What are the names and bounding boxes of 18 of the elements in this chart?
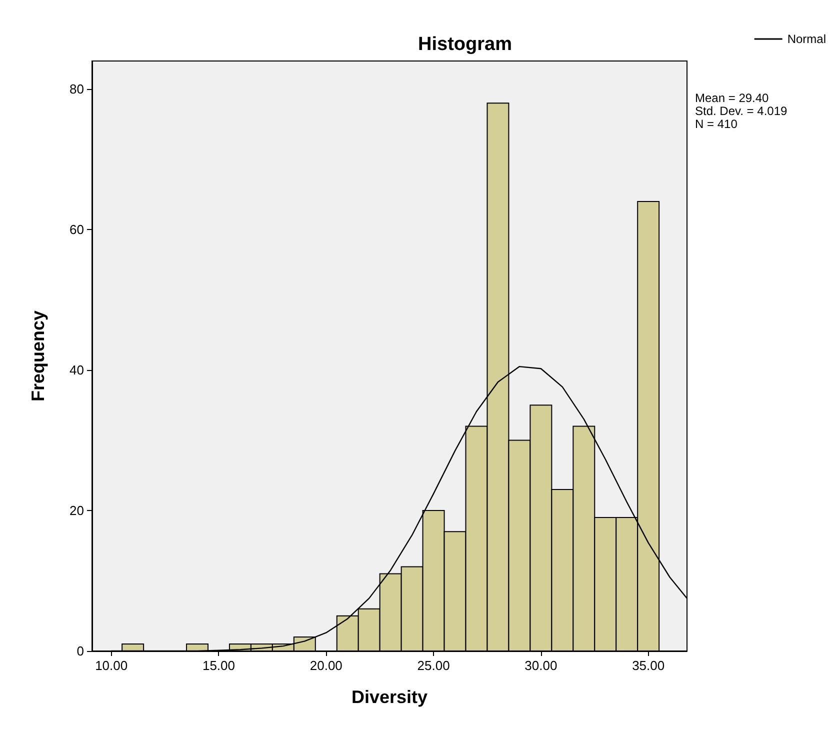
legend-label: Normal bbox=[787, 32, 826, 46]
x-tick-label: 10.00 bbox=[95, 658, 128, 673]
y-tick-label: 20 bbox=[70, 503, 84, 518]
y-tick-label: 60 bbox=[70, 222, 84, 238]
y-tick-label: 80 bbox=[70, 82, 84, 97]
x-tick-label: 25.00 bbox=[417, 658, 450, 673]
chart-title: Histogram bbox=[418, 34, 512, 55]
x-tick-label: 35.00 bbox=[632, 658, 665, 673]
y-tick-label: 40 bbox=[70, 362, 84, 378]
x-tick-label: 15.00 bbox=[202, 658, 236, 673]
y-tick-label: 0 bbox=[76, 644, 84, 658]
x-tick-label: 30.00 bbox=[524, 658, 558, 673]
text: N = 410 bbox=[695, 117, 738, 131]
text: Std. Dev. = 4.019 bbox=[695, 104, 788, 118]
y-axis-title: Frequency bbox=[28, 310, 48, 402]
x-tick-label: 20.00 bbox=[310, 658, 342, 673]
x-axis-title: Diversity bbox=[351, 687, 428, 707]
text: Mean = 29.40 bbox=[695, 91, 770, 105]
